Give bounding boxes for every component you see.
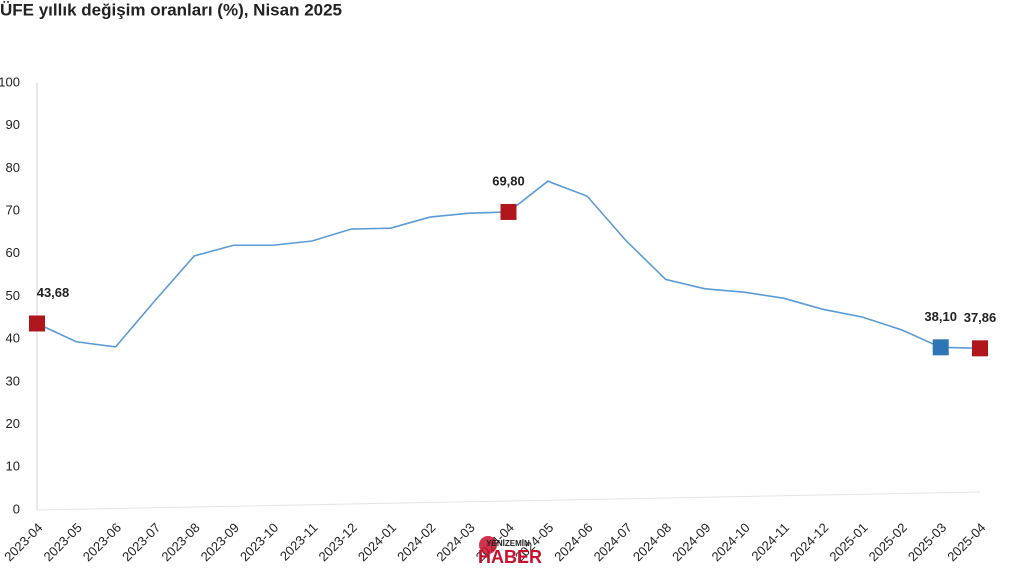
watermark: HABER xyxy=(478,547,542,567)
marker xyxy=(500,203,517,220)
x-tick-label: 2025-03 xyxy=(905,520,949,564)
y-tick-label: 70 xyxy=(6,203,20,218)
x-tick-label: 2024-11 xyxy=(748,520,792,564)
y-tick-label: 60 xyxy=(6,245,20,260)
y-tick-label: 0 xyxy=(13,501,20,516)
marker xyxy=(932,339,949,356)
x-tick-label: 2025-02 xyxy=(866,520,910,564)
data-label: 69,80 xyxy=(492,173,525,188)
x-tick-label: 2023-10 xyxy=(237,520,281,564)
x-tick-label: 2023-05 xyxy=(40,520,84,564)
x-tick-label: 2023-07 xyxy=(119,520,163,564)
y-tick-label: 30 xyxy=(6,373,20,388)
x-tick-label: 2024-08 xyxy=(630,520,674,564)
data-label: 37,86 xyxy=(964,310,997,325)
data-label: 43,68 xyxy=(37,285,70,300)
data-label: 38,10 xyxy=(924,309,957,324)
x-axis xyxy=(36,491,981,511)
x-tick-label: 2024-03 xyxy=(433,520,477,564)
x-tick-label: 2023-06 xyxy=(80,520,124,564)
x-tick-label: 2023-12 xyxy=(316,520,360,564)
y-tick-label: 20 xyxy=(6,416,20,431)
y-tick-label: 50 xyxy=(6,288,20,303)
y-tick-label: 80 xyxy=(6,160,20,175)
x-tick-label: 2024-02 xyxy=(394,520,438,564)
x-tick-label: 2024-12 xyxy=(787,520,831,564)
x-tick-label: 2023-08 xyxy=(158,520,202,564)
y-tick-label: 100 xyxy=(0,74,20,89)
y-tick-label: 90 xyxy=(6,117,20,132)
x-tick-label: 2025-04 xyxy=(944,520,988,564)
x-tick-label: 2025-01 xyxy=(826,520,870,564)
x-tick-label: 2024-10 xyxy=(708,520,752,564)
y-tick-label: 40 xyxy=(6,331,20,346)
chart-title: ÜFE yıllık değişim oranları (%), Nisan 2… xyxy=(0,0,342,19)
x-tick-label: 2024-09 xyxy=(669,520,713,564)
x-tick-label: 2023-09 xyxy=(198,520,242,564)
x-tick-label: 2024-07 xyxy=(591,520,635,564)
x-tick-label: 2023-04 xyxy=(1,520,45,564)
x-tick-label: 2024-06 xyxy=(551,520,595,564)
marker xyxy=(29,315,45,332)
x-tick-label: 2024-01 xyxy=(355,520,399,564)
watermark: YENİZEMİN xyxy=(486,539,530,548)
y-tick-label: 10 xyxy=(6,459,20,474)
marker xyxy=(972,340,988,357)
watermark-icon xyxy=(479,536,497,554)
x-tick-label: 2023-11 xyxy=(277,520,321,564)
